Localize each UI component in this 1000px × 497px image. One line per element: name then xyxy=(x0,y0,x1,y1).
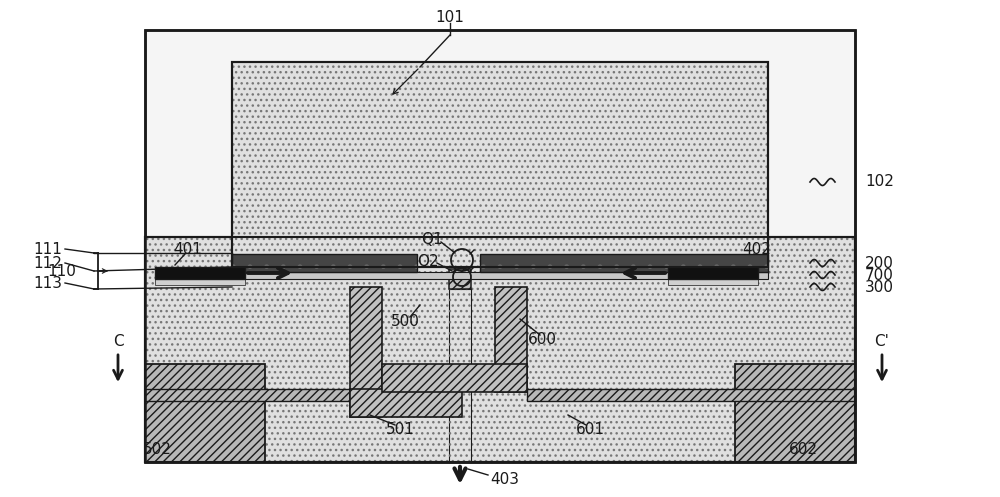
Text: 402: 402 xyxy=(743,242,771,256)
Text: 700: 700 xyxy=(865,267,894,282)
Text: Q1: Q1 xyxy=(421,232,443,247)
Bar xyxy=(145,389,350,401)
Text: 500: 500 xyxy=(391,315,419,330)
Text: 113: 113 xyxy=(33,275,62,291)
Bar xyxy=(668,267,758,279)
Text: C: C xyxy=(113,333,123,348)
Bar xyxy=(145,30,855,462)
Bar xyxy=(232,62,768,267)
Text: 502: 502 xyxy=(143,442,171,458)
Bar xyxy=(449,269,471,289)
Bar xyxy=(527,389,855,401)
Bar xyxy=(480,254,768,272)
Bar xyxy=(145,364,265,462)
Text: 102: 102 xyxy=(865,174,894,189)
Bar xyxy=(449,289,471,462)
Bar xyxy=(145,237,855,462)
Text: 300: 300 xyxy=(865,279,894,295)
Bar xyxy=(145,237,855,462)
Bar xyxy=(350,389,462,417)
Text: 200: 200 xyxy=(865,255,894,270)
Text: 101: 101 xyxy=(436,9,464,24)
Bar xyxy=(232,254,417,272)
Bar xyxy=(449,289,471,462)
Text: 403: 403 xyxy=(490,472,519,487)
Text: Q2: Q2 xyxy=(417,253,439,268)
Bar xyxy=(145,237,855,462)
Text: 601: 601 xyxy=(576,421,604,436)
Text: 401: 401 xyxy=(174,242,202,256)
Bar xyxy=(145,30,855,462)
Bar xyxy=(495,287,527,392)
Bar xyxy=(735,364,855,462)
Text: 110: 110 xyxy=(47,263,76,278)
Bar xyxy=(232,272,768,279)
Text: 112: 112 xyxy=(33,255,62,270)
Text: 501: 501 xyxy=(386,421,414,436)
Bar xyxy=(350,287,382,417)
Text: 600: 600 xyxy=(528,332,556,347)
Bar xyxy=(232,62,768,267)
Text: 111: 111 xyxy=(33,242,62,256)
Bar xyxy=(232,62,768,267)
Text: C': C' xyxy=(875,333,889,348)
Bar xyxy=(232,254,417,272)
Bar xyxy=(155,267,245,279)
Bar xyxy=(480,254,768,272)
Text: 602: 602 xyxy=(788,442,818,458)
Bar xyxy=(382,364,527,392)
Bar xyxy=(668,279,758,285)
Bar xyxy=(155,279,245,285)
